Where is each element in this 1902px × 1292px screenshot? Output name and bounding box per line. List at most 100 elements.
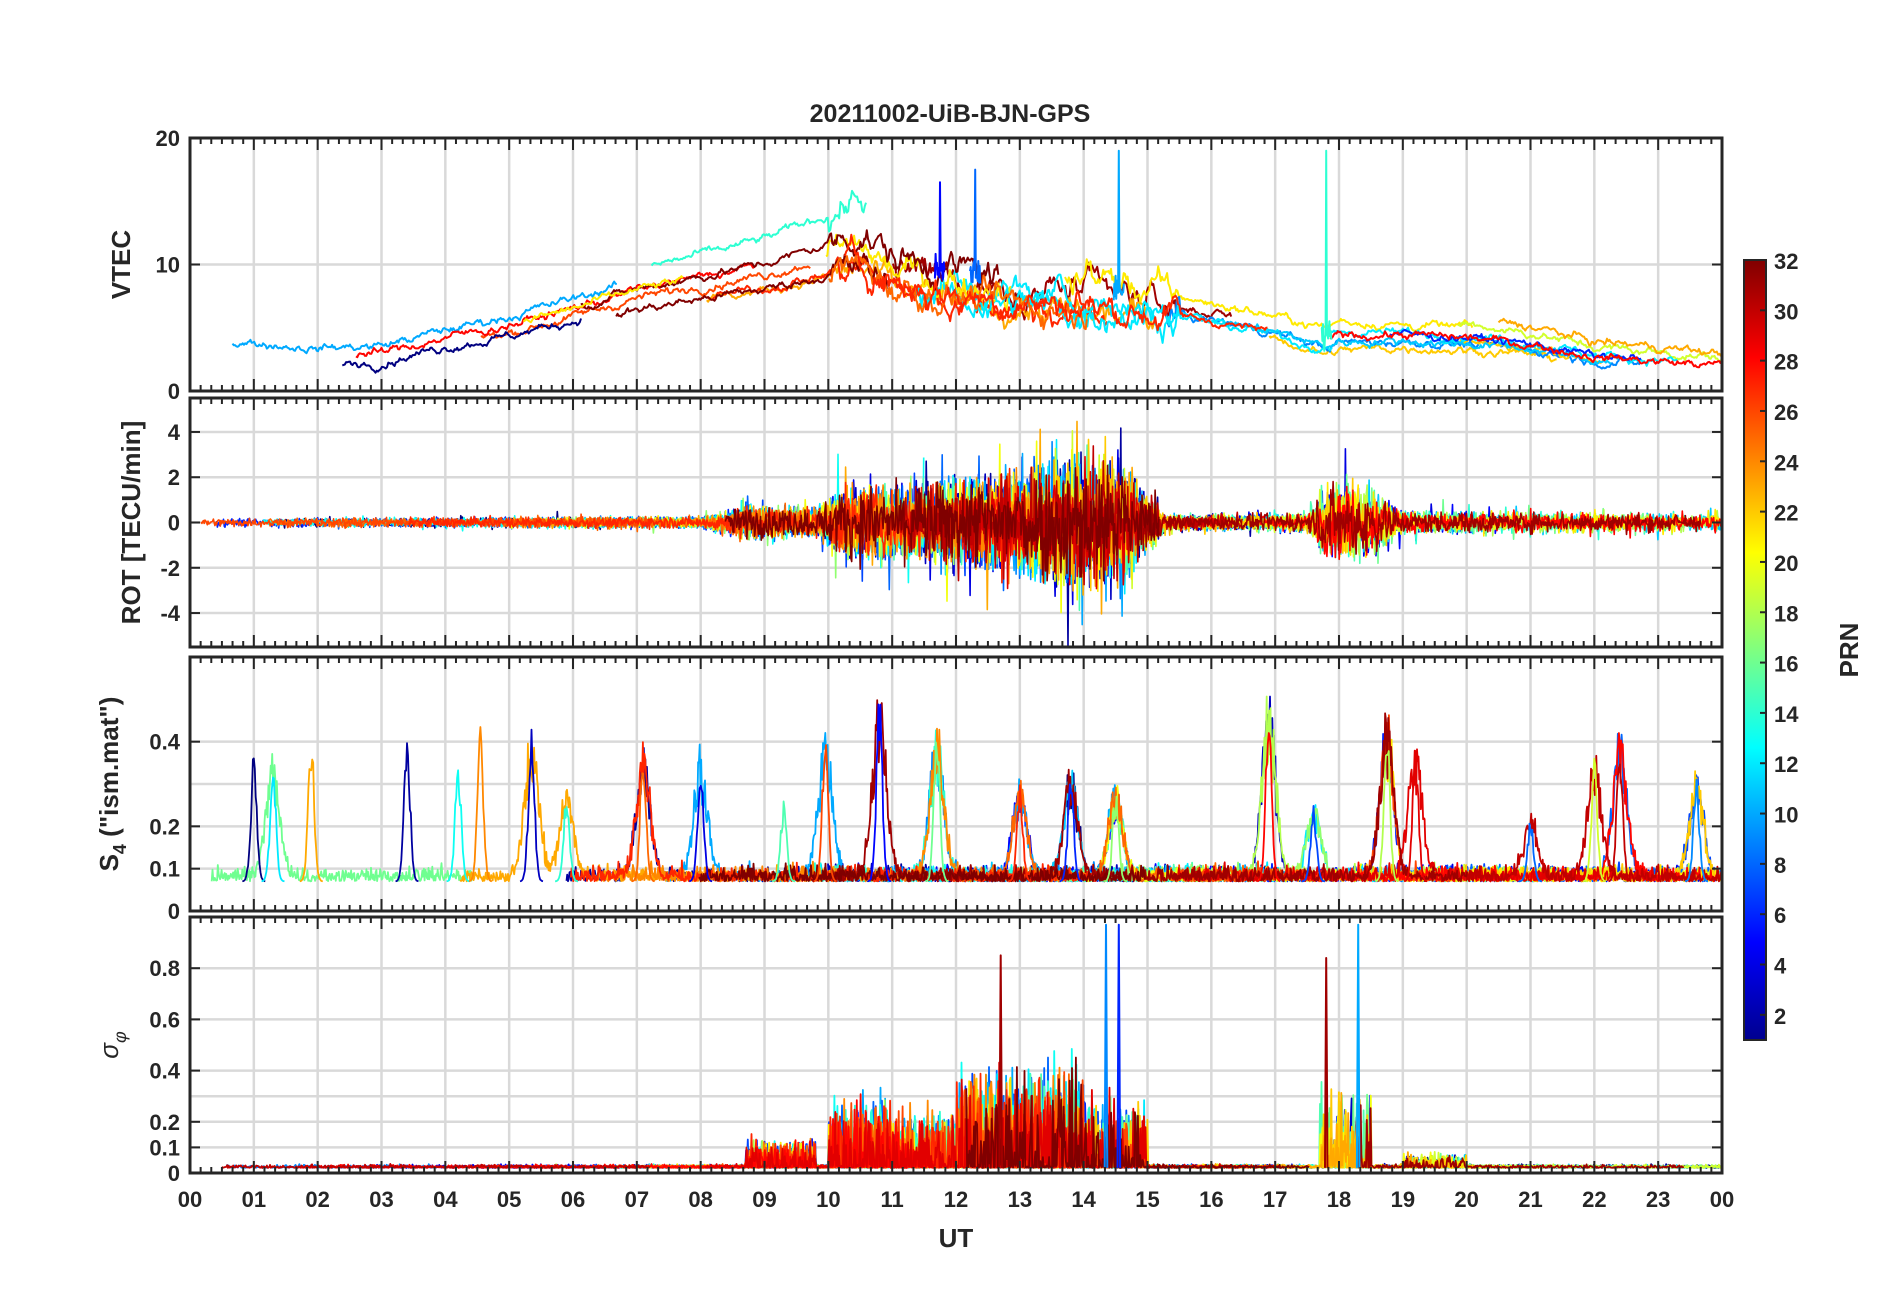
colorbar-tick-label: 8 xyxy=(1774,853,1786,878)
spike-line xyxy=(1320,149,1333,352)
y-tick-label: 0 xyxy=(168,1161,180,1186)
y-axis-label: VTEC xyxy=(106,230,136,300)
tick-marks xyxy=(189,917,1723,1174)
colorbar-tick-label: 32 xyxy=(1774,249,1798,274)
series-group xyxy=(200,420,1722,647)
spike-line xyxy=(933,181,946,281)
colorbar-tick-label: 10 xyxy=(1774,803,1798,828)
y-tick-label: 0.6 xyxy=(149,1007,180,1032)
x-tick-label: 12 xyxy=(944,1187,968,1212)
peak-line xyxy=(555,806,579,883)
series-line xyxy=(341,318,582,374)
spike-line xyxy=(1103,923,1109,1168)
tick-marks xyxy=(189,657,1723,912)
y-axis-label-sub: φ xyxy=(110,1031,130,1043)
peak-line xyxy=(242,757,266,883)
y-tick-label: 0 xyxy=(168,511,180,536)
x-tick-label: 20 xyxy=(1454,1187,1478,1212)
panel-rot: -4 -2 0 2 4 ROT [TECU/min] xyxy=(116,396,1724,649)
series-line xyxy=(1357,1104,1685,1169)
colorbar-tick-label: 18 xyxy=(1774,601,1798,626)
series-line xyxy=(221,1163,651,1169)
peak-line xyxy=(261,776,285,883)
x-tick-label: 15 xyxy=(1135,1187,1159,1212)
series-line xyxy=(1268,334,1557,363)
y-axis-label: ROT [TECU/min] xyxy=(116,421,146,625)
peak-line xyxy=(1257,732,1281,883)
series-line xyxy=(724,464,1160,582)
colorbar-tick-label: 6 xyxy=(1774,903,1786,928)
x-tick-label: 10 xyxy=(816,1187,840,1212)
chart-title: 20211002-UiB-BJN-GPS xyxy=(810,100,1091,128)
peak-line xyxy=(299,758,323,883)
peak-line xyxy=(446,769,470,883)
spike-line xyxy=(1116,923,1122,1168)
peak-line xyxy=(1104,795,1128,883)
panel-s4: 0 0.1 0.2 0.4 S4 ("ism.mat") xyxy=(94,655,1724,924)
y-tick-label: 10 xyxy=(156,253,180,278)
peak-line xyxy=(1684,778,1709,883)
panel-vtec: 0 10 20 VTEC xyxy=(106,126,1724,404)
peak-line xyxy=(631,772,655,883)
x-axis-label: UT xyxy=(939,1223,974,1253)
x-tick-label: 06 xyxy=(561,1187,585,1212)
series-line xyxy=(843,233,1268,332)
colorbar-tick-label: 14 xyxy=(1774,702,1799,727)
colorbar-tick-label: 12 xyxy=(1774,752,1798,777)
spike-line xyxy=(969,168,982,284)
y-tick-label: 0.2 xyxy=(149,814,180,839)
grid xyxy=(190,138,1722,391)
tick-marks xyxy=(189,398,1723,647)
series-line xyxy=(965,1056,1310,1169)
panel-sigma_phi: 00.10.2 0.4 0.6 0.8 σφ xyxy=(94,915,1724,1186)
spike-line xyxy=(1112,149,1125,301)
y-tick-label: 0.1 xyxy=(149,857,180,882)
x-tick-label: 00 xyxy=(1710,1187,1734,1212)
colorbar-tick-label: 26 xyxy=(1774,400,1798,425)
grid xyxy=(190,917,1722,1173)
series-line xyxy=(1497,317,1722,357)
series-line xyxy=(523,275,684,324)
colorbar-tick-label: 24 xyxy=(1774,450,1799,475)
y-axis-label-main: S xyxy=(94,854,124,871)
colorbar-tick-label: 28 xyxy=(1774,350,1798,375)
series-line xyxy=(706,256,1109,328)
series-line xyxy=(1142,480,1702,555)
series-line xyxy=(210,753,473,883)
series-line xyxy=(480,265,811,339)
peak-line xyxy=(1008,784,1032,883)
colorbar-tick-label: 2 xyxy=(1774,1004,1786,1029)
y-tick-label: 0 xyxy=(168,379,180,404)
x-tick-label: 18 xyxy=(1327,1187,1351,1212)
x-tick-label: 04 xyxy=(433,1187,458,1212)
peak-line xyxy=(813,744,837,883)
colorbar-tick-label: 4 xyxy=(1774,954,1787,979)
y-tick-label: 0.4 xyxy=(149,1059,180,1084)
peak-line xyxy=(1608,763,1632,883)
spike-line xyxy=(998,954,1003,1168)
colorbar-tick-label: 22 xyxy=(1774,501,1798,526)
y-tick-label: 0 xyxy=(168,899,180,924)
series-line xyxy=(231,280,617,355)
peak-line xyxy=(1518,822,1543,883)
colorbar-tick-label: 16 xyxy=(1774,652,1798,677)
x-tick-label: 02 xyxy=(305,1187,329,1212)
x-tick-label: 11 xyxy=(881,1187,904,1212)
peak-line xyxy=(1375,750,1399,883)
series-line xyxy=(828,253,1088,331)
y-tick-label: 20 xyxy=(156,126,180,151)
x-tick-label: 14 xyxy=(1071,1187,1096,1212)
series-line xyxy=(1465,754,1722,883)
peak-line xyxy=(689,784,713,883)
x-tick-label: 07 xyxy=(625,1187,649,1212)
x-tick-label: 19 xyxy=(1391,1187,1415,1212)
series-group xyxy=(221,923,1722,1169)
x-tick-label: 01 xyxy=(242,1187,266,1212)
y-tick-label: 0.4 xyxy=(149,730,180,755)
series-group xyxy=(210,695,1722,883)
y-tick-label: 2 xyxy=(168,465,180,490)
y-tick-label: -2 xyxy=(160,556,180,581)
peak-line xyxy=(519,728,544,883)
